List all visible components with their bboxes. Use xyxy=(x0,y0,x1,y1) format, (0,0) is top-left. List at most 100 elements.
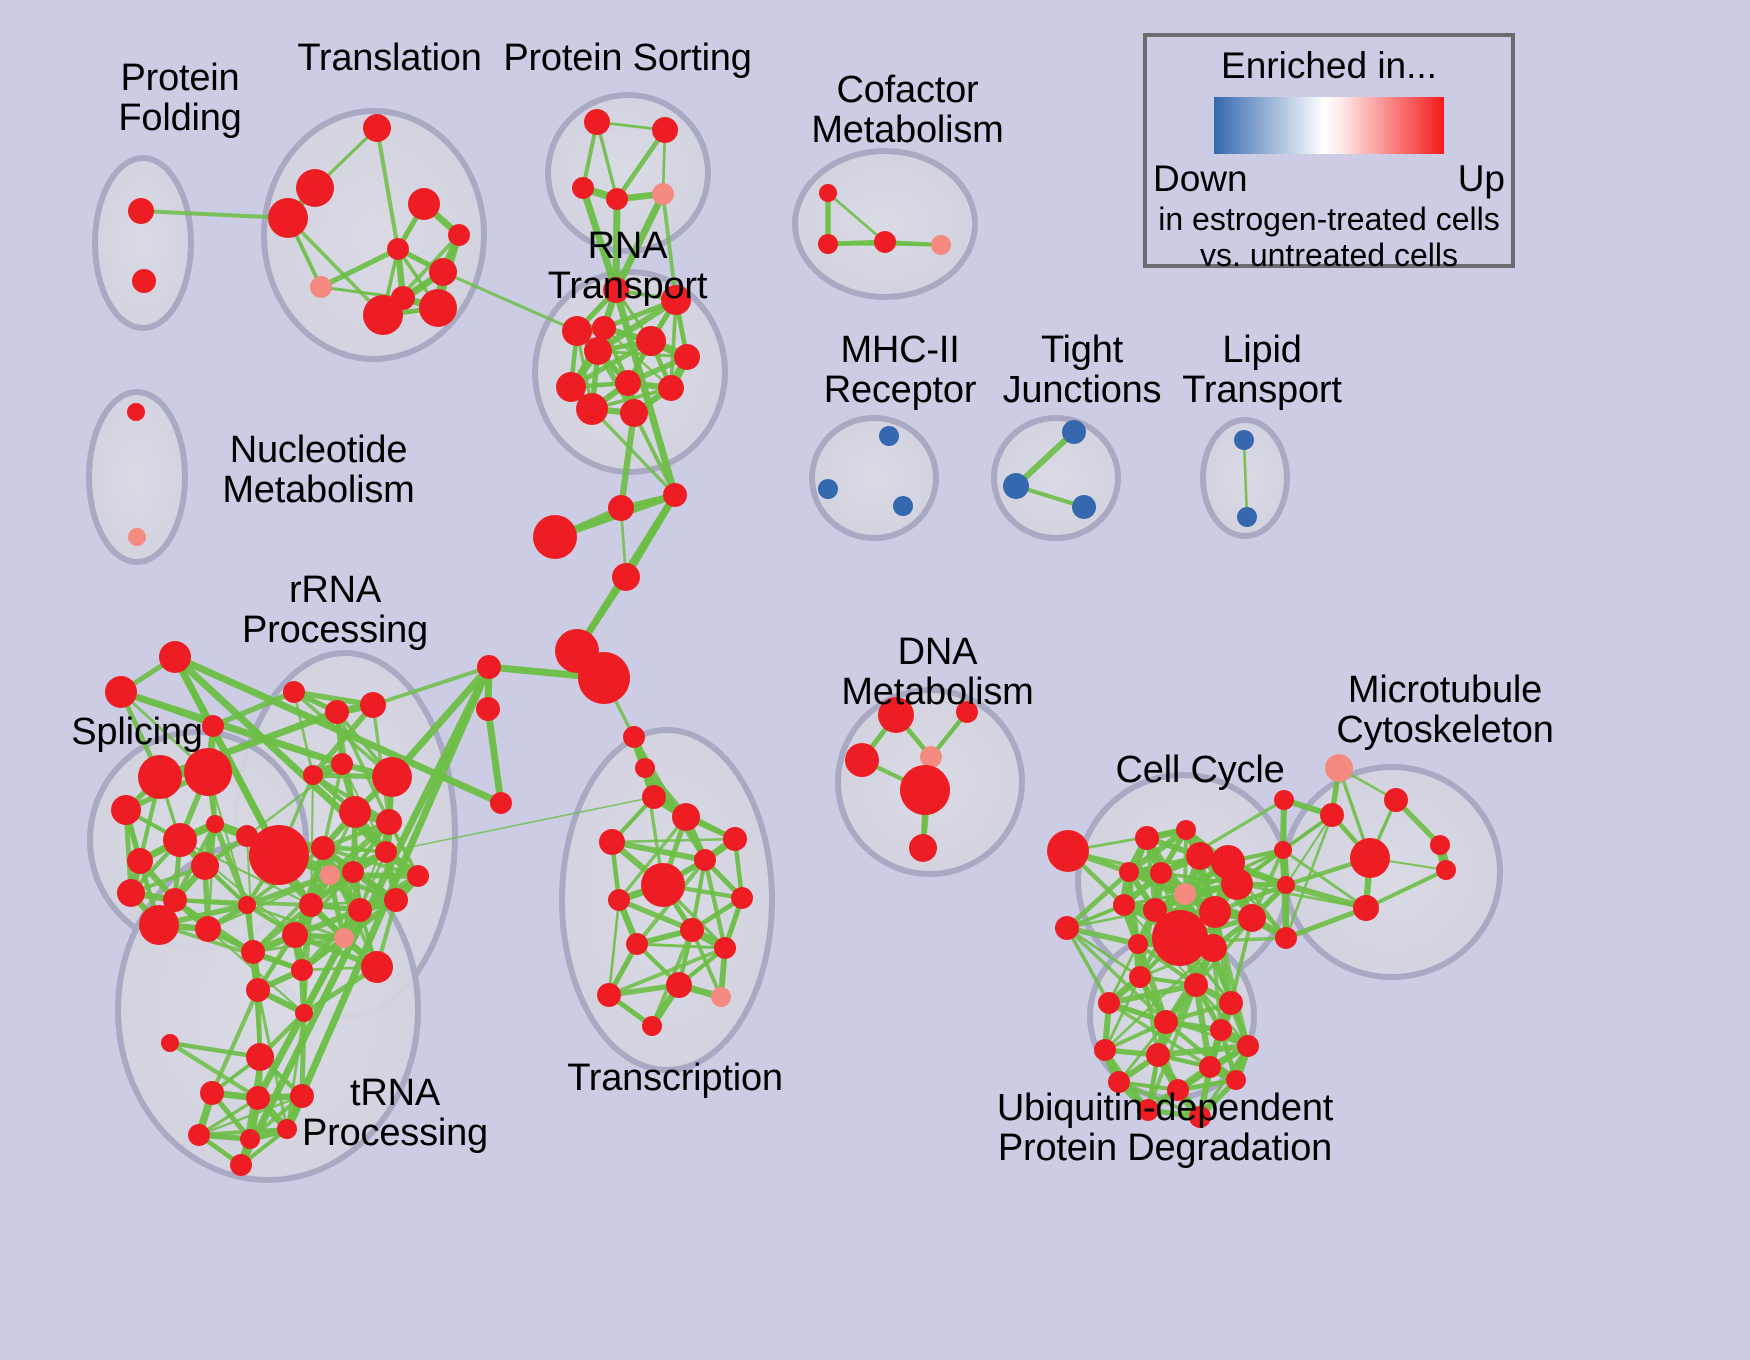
network-node[interactable] xyxy=(360,692,386,718)
network-node[interactable] xyxy=(376,809,402,835)
network-node[interactable] xyxy=(666,972,692,998)
network-node[interactable] xyxy=(874,231,896,253)
network-node[interactable] xyxy=(711,987,731,1007)
network-node[interactable] xyxy=(723,827,747,851)
network-node[interactable] xyxy=(556,372,586,402)
network-node[interactable] xyxy=(1210,1019,1232,1041)
network-node[interactable] xyxy=(200,1081,224,1105)
network-node[interactable] xyxy=(202,715,224,737)
network-node[interactable] xyxy=(1003,473,1029,499)
network-node[interactable] xyxy=(246,1086,270,1110)
network-node[interactable] xyxy=(1135,826,1159,850)
network-node[interactable] xyxy=(819,184,837,202)
network-node[interactable] xyxy=(128,528,146,546)
network-node[interactable] xyxy=(1055,916,1079,940)
network-node[interactable] xyxy=(652,183,674,205)
network-node[interactable] xyxy=(1186,842,1214,870)
network-node[interactable] xyxy=(310,276,332,298)
network-node[interactable] xyxy=(714,937,736,959)
network-node[interactable] xyxy=(241,940,265,964)
network-node[interactable] xyxy=(1237,507,1257,527)
network-node[interactable] xyxy=(606,188,628,210)
network-node[interactable] xyxy=(407,865,429,887)
network-node[interactable] xyxy=(584,337,612,365)
network-node[interactable] xyxy=(578,652,630,704)
network-node[interactable] xyxy=(348,898,372,922)
network-node[interactable] xyxy=(320,865,340,885)
network-node[interactable] xyxy=(672,803,700,831)
network-node[interactable] xyxy=(138,755,182,799)
network-node[interactable] xyxy=(1098,992,1120,1014)
network-node[interactable] xyxy=(246,1043,274,1071)
network-node[interactable] xyxy=(642,785,666,809)
network-node[interactable] xyxy=(299,893,323,917)
network-node[interactable] xyxy=(1062,420,1086,444)
network-node[interactable] xyxy=(1072,495,1096,519)
network-node[interactable] xyxy=(909,834,937,862)
network-node[interactable] xyxy=(956,701,978,723)
network-node[interactable] xyxy=(599,829,625,855)
network-node[interactable] xyxy=(132,269,156,293)
network-node[interactable] xyxy=(608,495,634,521)
network-node[interactable] xyxy=(597,983,621,1007)
network-node[interactable] xyxy=(419,289,457,327)
network-node[interactable] xyxy=(1274,790,1294,810)
network-node[interactable] xyxy=(674,344,700,370)
network-node[interactable] xyxy=(363,295,403,335)
network-node[interactable] xyxy=(206,815,224,833)
network-node[interactable] xyxy=(240,1129,260,1149)
network-node[interactable] xyxy=(636,326,666,356)
network-node[interactable] xyxy=(139,905,179,945)
network-node[interactable] xyxy=(1275,927,1297,949)
network-node[interactable] xyxy=(159,641,191,673)
network-node[interactable] xyxy=(1143,898,1167,922)
network-node[interactable] xyxy=(1384,788,1408,812)
network-node[interactable] xyxy=(1350,838,1390,878)
network-node[interactable] xyxy=(1436,860,1456,880)
network-node[interactable] xyxy=(1174,883,1196,905)
network-node[interactable] xyxy=(603,277,629,303)
network-node[interactable] xyxy=(295,1004,313,1022)
network-node[interactable] xyxy=(661,285,691,315)
network-node[interactable] xyxy=(818,234,838,254)
network-node[interactable] xyxy=(490,792,512,814)
network-node[interactable] xyxy=(1152,910,1208,966)
network-node[interactable] xyxy=(277,1119,297,1139)
network-node[interactable] xyxy=(1047,830,1089,872)
network-node[interactable] xyxy=(663,483,687,507)
network-node[interactable] xyxy=(230,1154,252,1176)
network-node[interactable] xyxy=(163,888,187,912)
network-node[interactable] xyxy=(900,765,950,815)
network-node[interactable] xyxy=(111,795,141,825)
network-node[interactable] xyxy=(1277,876,1295,894)
network-node[interactable] xyxy=(731,887,753,909)
network-node[interactable] xyxy=(1226,1070,1246,1090)
network-node[interactable] xyxy=(642,1016,662,1036)
network-node[interactable] xyxy=(283,681,305,703)
network-node[interactable] xyxy=(342,861,364,883)
network-node[interactable] xyxy=(572,177,594,199)
network-node[interactable] xyxy=(1274,841,1292,859)
network-node[interactable] xyxy=(191,852,219,880)
network-node[interactable] xyxy=(429,258,457,286)
network-node[interactable] xyxy=(576,393,608,425)
network-node[interactable] xyxy=(311,836,335,860)
network-node[interactable] xyxy=(1184,973,1208,997)
network-node[interactable] xyxy=(1094,1039,1116,1061)
network-node[interactable] xyxy=(325,700,349,724)
network-node[interactable] xyxy=(893,496,913,516)
network-node[interactable] xyxy=(246,978,270,1002)
network-node[interactable] xyxy=(1108,1071,1130,1093)
network-node[interactable] xyxy=(694,849,716,871)
network-node[interactable] xyxy=(652,117,678,143)
network-node[interactable] xyxy=(448,224,470,246)
network-node[interactable] xyxy=(1199,1056,1221,1078)
network-node[interactable] xyxy=(1137,1099,1159,1121)
network-node[interactable] xyxy=(161,1034,179,1052)
network-node[interactable] xyxy=(1219,991,1243,1015)
network-node[interactable] xyxy=(238,896,256,914)
network-node[interactable] xyxy=(623,726,645,748)
network-node[interactable] xyxy=(1199,934,1227,962)
network-node[interactable] xyxy=(635,758,655,778)
network-node[interactable] xyxy=(584,109,610,135)
